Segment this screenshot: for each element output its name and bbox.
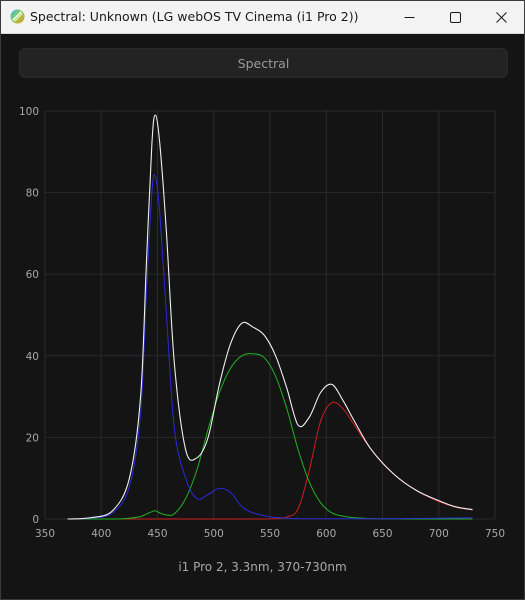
y-tick-label: 20 xyxy=(26,432,39,444)
spectral-chart: 350 400 450 500 550 600 650 700 750 0 20 40 60 80 100 xyxy=(19,106,505,540)
close-button[interactable] xyxy=(478,1,524,33)
y-tick-label: 100 xyxy=(19,106,39,118)
x-tick-label: 750 xyxy=(485,528,505,540)
y-tick-label: 80 xyxy=(26,188,39,200)
window-title: Spectral: Unknown (LG webOS TV Cinema (i… xyxy=(30,9,359,24)
chart-ticks: 350 400 450 500 550 600 650 700 750 0 20 40 60 80 100 xyxy=(19,106,505,540)
minimize-button[interactable] xyxy=(386,1,432,33)
x-tick-label: 450 xyxy=(147,528,167,540)
chart-series xyxy=(67,114,473,520)
spectral-tab[interactable]: Spectral xyxy=(19,48,508,78)
spectral-app-icon xyxy=(10,9,25,24)
series-line-white xyxy=(67,114,473,520)
spectral-tab-label: Spectral xyxy=(237,55,290,71)
instrument-caption: i1 Pro 2, 3.3nm, 370-730nm xyxy=(178,560,347,574)
y-tick-label: 60 xyxy=(26,269,39,281)
x-tick-label: 650 xyxy=(372,528,392,540)
minimize-icon xyxy=(404,16,414,18)
close-icon xyxy=(495,11,507,23)
chart-grid xyxy=(44,110,496,520)
maximize-button[interactable] xyxy=(432,1,478,33)
title-bar[interactable]: Spectral: Unknown (LG webOS TV Cinema (i… xyxy=(1,1,524,34)
y-tick-label: 0 xyxy=(32,514,39,526)
x-tick-label: 550 xyxy=(260,528,280,540)
y-tick-label: 40 xyxy=(26,351,39,363)
x-tick-label: 700 xyxy=(429,528,449,540)
x-tick-label: 350 xyxy=(35,528,55,540)
x-tick-label: 500 xyxy=(204,528,224,540)
maximize-icon xyxy=(449,11,461,23)
x-tick-label: 400 xyxy=(91,528,111,540)
series-line-blue xyxy=(67,174,473,520)
x-tick-label: 600 xyxy=(316,528,336,540)
